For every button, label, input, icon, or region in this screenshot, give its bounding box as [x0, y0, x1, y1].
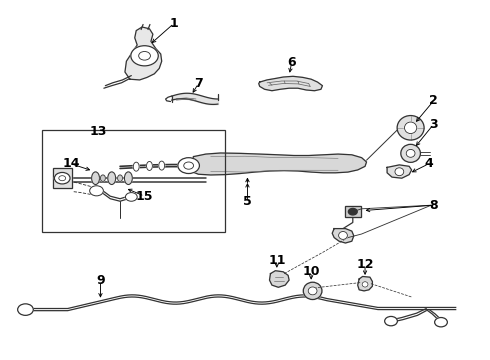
- Bar: [53, 168, 72, 188]
- Circle shape: [131, 46, 158, 66]
- Ellipse shape: [133, 162, 139, 171]
- Text: 12: 12: [356, 258, 374, 271]
- Ellipse shape: [401, 144, 420, 162]
- Text: 1: 1: [170, 17, 178, 30]
- Polygon shape: [270, 271, 289, 287]
- Ellipse shape: [339, 231, 347, 239]
- Bar: [345, 206, 361, 217]
- Ellipse shape: [118, 175, 122, 181]
- Text: 11: 11: [268, 255, 286, 267]
- Text: 7: 7: [194, 77, 203, 90]
- Circle shape: [385, 316, 397, 326]
- Text: 4: 4: [424, 157, 433, 170]
- Text: 2: 2: [429, 94, 438, 107]
- Circle shape: [348, 208, 357, 215]
- Text: 5: 5: [243, 195, 252, 208]
- Text: 13: 13: [89, 125, 107, 138]
- Circle shape: [435, 318, 447, 327]
- Ellipse shape: [147, 161, 152, 170]
- Polygon shape: [387, 165, 412, 178]
- Polygon shape: [189, 153, 367, 175]
- Ellipse shape: [395, 168, 404, 176]
- Text: 15: 15: [136, 190, 153, 203]
- Circle shape: [54, 172, 70, 184]
- Polygon shape: [125, 27, 162, 80]
- Text: 10: 10: [302, 265, 320, 278]
- Ellipse shape: [159, 161, 165, 170]
- Ellipse shape: [303, 282, 322, 300]
- Ellipse shape: [92, 172, 99, 184]
- Text: 3: 3: [429, 118, 438, 131]
- Circle shape: [18, 304, 33, 315]
- Ellipse shape: [100, 175, 105, 181]
- Ellipse shape: [397, 116, 424, 140]
- Bar: [42, 130, 225, 232]
- Ellipse shape: [362, 282, 368, 287]
- Bar: [345, 206, 361, 217]
- Circle shape: [90, 186, 103, 196]
- Ellipse shape: [124, 172, 132, 184]
- Polygon shape: [358, 276, 372, 291]
- Polygon shape: [332, 229, 354, 243]
- Text: 8: 8: [429, 199, 438, 212]
- Ellipse shape: [108, 172, 116, 184]
- Circle shape: [125, 193, 137, 201]
- Ellipse shape: [308, 287, 317, 295]
- Text: 6: 6: [287, 57, 296, 69]
- Circle shape: [178, 158, 199, 174]
- Bar: [53, 168, 72, 188]
- Polygon shape: [259, 76, 322, 91]
- Ellipse shape: [406, 149, 415, 157]
- Text: 9: 9: [96, 274, 105, 287]
- Ellipse shape: [404, 122, 416, 134]
- Text: 14: 14: [62, 157, 80, 170]
